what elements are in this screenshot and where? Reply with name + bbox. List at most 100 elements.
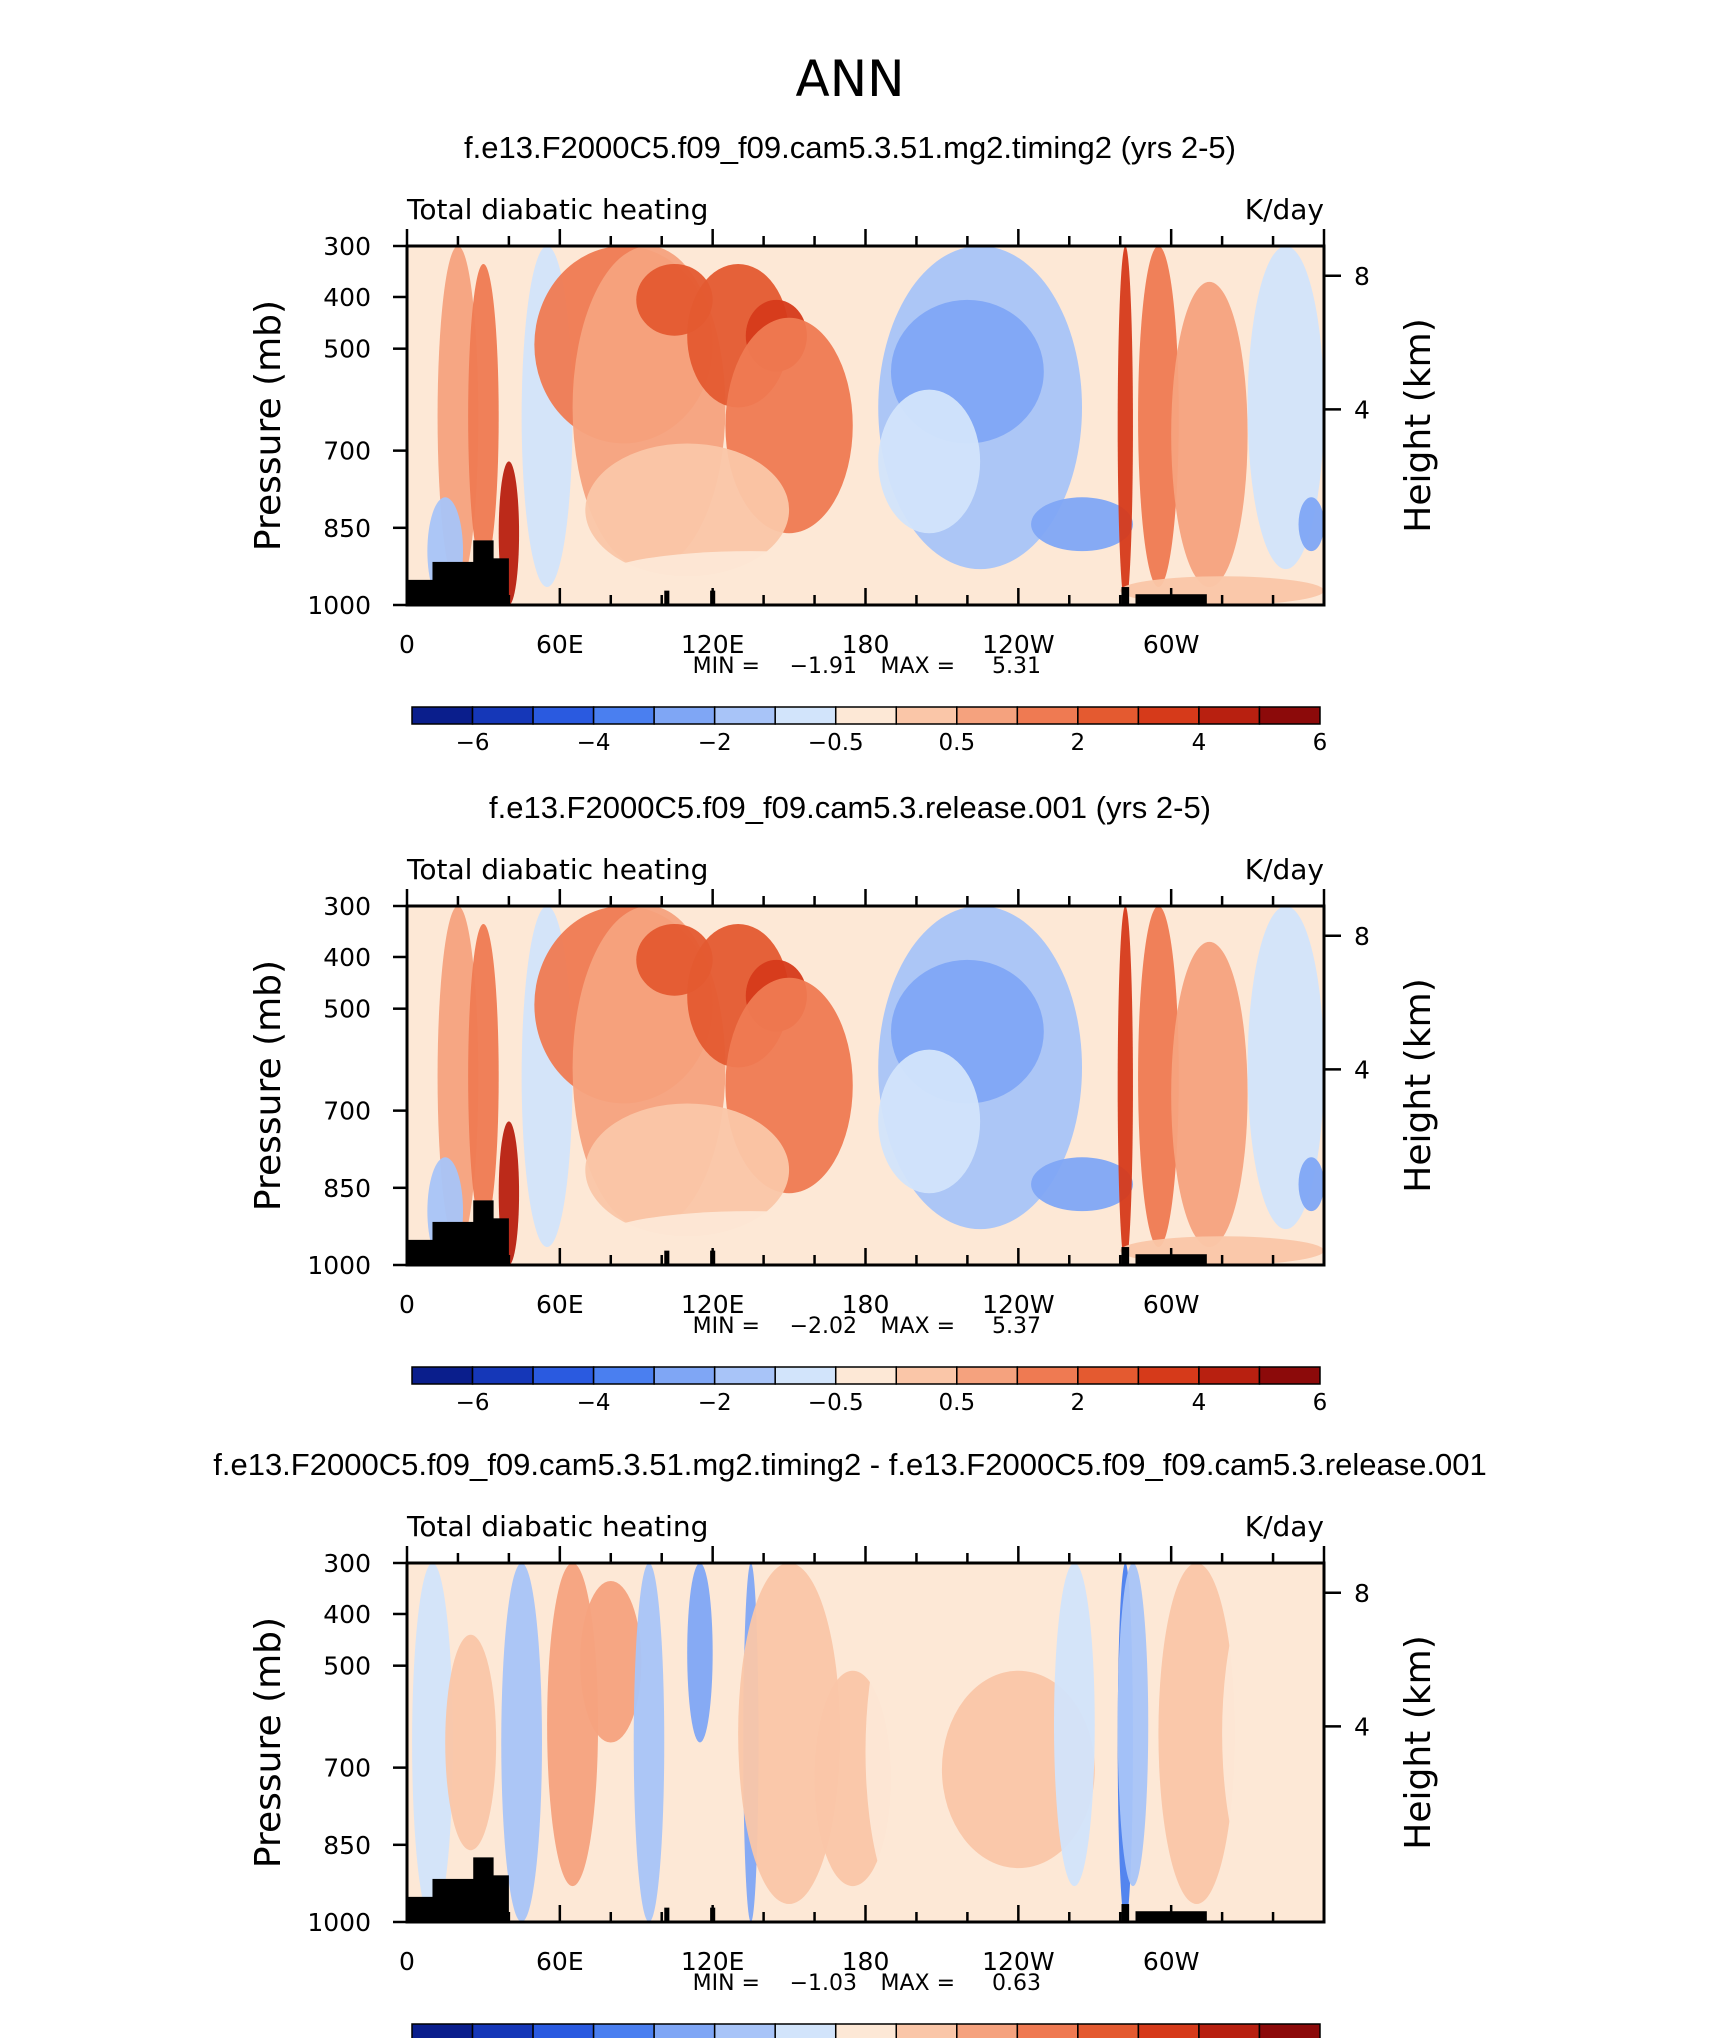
colorbar-swatch bbox=[1077, 1366, 1140, 1385]
y-tick-label: 300 bbox=[323, 1549, 371, 1578]
x-tick-label: 120E bbox=[681, 1947, 745, 1976]
colorbar-swatch bbox=[1137, 706, 1200, 725]
y2-axis-title: Height (km) bbox=[1398, 318, 1439, 532]
contour-region bbox=[598, 1211, 904, 1264]
topography bbox=[1121, 1247, 1130, 1264]
contour-region bbox=[878, 389, 981, 534]
colorbar-swatch bbox=[592, 1366, 655, 1385]
colorbar-swatch bbox=[1016, 706, 1079, 725]
x-tick-label: 120E bbox=[681, 630, 745, 659]
panel-title: f.e13.F2000C5.f09_f09.cam5.3.51.mg2.timi… bbox=[464, 130, 1236, 165]
x-tick-label: 60E bbox=[536, 1947, 584, 1976]
colorbar-swatch bbox=[653, 706, 716, 725]
colorbar-swatch bbox=[1258, 1366, 1321, 1385]
colorbar-swatch bbox=[834, 1366, 898, 1385]
contour-field bbox=[407, 906, 1324, 1264]
units-label: K/day bbox=[1245, 853, 1324, 886]
colorbar bbox=[411, 1366, 1321, 1385]
colorbar bbox=[411, 2023, 1321, 2038]
contour-region bbox=[738, 1563, 841, 1905]
contour-region bbox=[445, 1634, 497, 1851]
y2-tick-label: 8 bbox=[1354, 1579, 1370, 1608]
panel-title: f.e13.F2000C5.f09_f09.cam5.3.51.mg2.timi… bbox=[213, 1447, 1487, 1482]
colorbar-label: −2 bbox=[698, 730, 732, 756]
colorbar-label: −4 bbox=[577, 730, 611, 756]
y-tick-label: 500 bbox=[323, 335, 371, 364]
panel-1: f.e13.F2000C5.f09_f09.cam5.3.51.mg2.timi… bbox=[248, 130, 1439, 756]
topography bbox=[664, 590, 670, 605]
contour-region bbox=[1158, 1563, 1235, 1905]
colorbar-label: −6 bbox=[456, 730, 490, 756]
colorbar-swatch bbox=[834, 706, 898, 725]
contour-region bbox=[585, 1103, 790, 1237]
colorbar-swatch bbox=[532, 1366, 595, 1385]
x-tick-label: 120W bbox=[982, 1290, 1054, 1319]
topography bbox=[664, 1907, 670, 1921]
topography bbox=[488, 1875, 509, 1921]
colorbar-swatch bbox=[1077, 706, 1140, 725]
colorbar-swatch bbox=[653, 1366, 716, 1385]
topography bbox=[1121, 1904, 1130, 1921]
y2-tick-label: 8 bbox=[1354, 922, 1370, 951]
colorbar-label: 4 bbox=[1192, 730, 1207, 756]
colorbar-swatch bbox=[471, 706, 534, 725]
max-value: 5.31 bbox=[992, 654, 1041, 679]
colorbar-swatch bbox=[592, 2023, 655, 2038]
colorbar-swatch bbox=[471, 2023, 534, 2038]
colorbar-swatch bbox=[1137, 2023, 1200, 2038]
colorbar-swatch bbox=[1137, 1366, 1200, 1385]
contour-region bbox=[1117, 906, 1133, 1264]
colorbar-swatch bbox=[411, 706, 474, 725]
colorbar-swatch bbox=[834, 2023, 898, 2038]
y-tick-label: 1000 bbox=[307, 591, 371, 620]
y-tick-label: 400 bbox=[323, 943, 371, 972]
contour-region bbox=[865, 1581, 968, 1921]
y2-tick-label: 4 bbox=[1354, 1712, 1370, 1741]
colorbar-swatch bbox=[592, 706, 655, 725]
colorbar-label: 0.5 bbox=[939, 1390, 976, 1416]
colorbar-swatch bbox=[956, 2023, 1019, 2038]
colorbar-swatch bbox=[774, 706, 837, 725]
topography bbox=[488, 1218, 509, 1264]
min-label: MIN = bbox=[693, 654, 760, 679]
contour-region bbox=[1053, 1563, 1095, 1887]
colorbar-swatch bbox=[1198, 1366, 1261, 1385]
colorbar-swatch bbox=[774, 2023, 837, 2038]
field-label: Total diabatic heating bbox=[406, 1510, 708, 1543]
x-tick-label: 0 bbox=[399, 1947, 415, 1976]
x-tick-label: 0 bbox=[399, 630, 415, 659]
colorbar-swatch bbox=[774, 1366, 837, 1385]
y-tick-label: 1000 bbox=[307, 1251, 371, 1280]
contour-region bbox=[1031, 497, 1133, 552]
colorbar-swatch bbox=[532, 2023, 595, 2038]
contour-region bbox=[1117, 246, 1133, 605]
y2-tick-label: 8 bbox=[1354, 262, 1370, 291]
contour-field bbox=[407, 1563, 1324, 1921]
contour-region bbox=[1298, 497, 1324, 552]
min-label: MIN = bbox=[693, 1971, 760, 1996]
units-label: K/day bbox=[1245, 193, 1324, 226]
y-tick-label: 850 bbox=[323, 1831, 371, 1860]
colorbar-swatch bbox=[895, 706, 958, 725]
colorbar-label: 2 bbox=[1071, 730, 1086, 756]
colorbar-swatch bbox=[532, 706, 595, 725]
max-value: 5.37 bbox=[992, 1314, 1041, 1339]
colorbar-swatch bbox=[956, 706, 1019, 725]
colorbar-label: 0.5 bbox=[939, 730, 976, 756]
min-value: −1.03 bbox=[790, 1971, 857, 1996]
y2-axis-title: Height (km) bbox=[1398, 1635, 1439, 1849]
y-tick-label: 400 bbox=[323, 283, 371, 312]
colorbar-label: −0.5 bbox=[808, 730, 864, 756]
contour-region bbox=[1298, 1157, 1324, 1212]
colorbar-label: 6 bbox=[1313, 730, 1328, 756]
x-tick-label: 180 bbox=[842, 1290, 890, 1319]
colorbar-swatch bbox=[1016, 2023, 1079, 2038]
figure-title: ANN bbox=[795, 50, 904, 108]
colorbar-swatch bbox=[713, 1366, 776, 1385]
contour-region bbox=[468, 923, 499, 1230]
x-tick-label: 120W bbox=[982, 1947, 1054, 1976]
x-tick-label: 180 bbox=[842, 630, 890, 659]
contour-region bbox=[468, 263, 499, 570]
contour-region bbox=[1222, 1563, 1324, 1905]
